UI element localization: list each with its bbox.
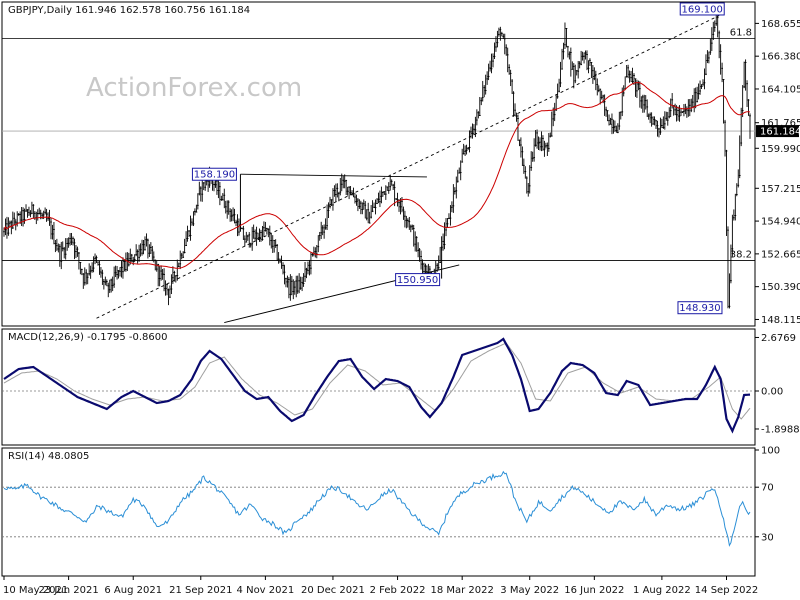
x-tick-label: 6 Aug 2021 <box>104 585 162 596</box>
price-annotations: 169.100 158.190 150.950 148.930 <box>191 2 725 315</box>
rsi-y-tick-label: 100 <box>761 446 780 457</box>
resistance-line <box>240 173 427 178</box>
x-tick-label: 1 Aug 2022 <box>633 585 691 596</box>
x-tick-label: 4 Nov 2021 <box>237 585 295 596</box>
price-y-tick-label: 157.215 <box>761 184 800 195</box>
price-y-tick-label: 159.990 <box>761 144 800 155</box>
price-y-tick-label: 168.655 <box>761 19 800 30</box>
price-annotation-box <box>677 301 723 315</box>
x-tick-label: 10 May 2021 <box>3 585 68 596</box>
price-annotation-box <box>191 167 237 181</box>
watermark: ActionForex.com <box>86 73 302 103</box>
fib-level-label: 38.2 <box>730 250 752 261</box>
rsi-panel-frame <box>1 447 756 577</box>
macd-y-tick-label: 2.6769 <box>761 333 796 344</box>
x-tick-label: 14 Sep 2022 <box>695 585 758 596</box>
price-annotation-box <box>395 273 441 287</box>
price-y-tick-label: 166.380 <box>761 52 800 63</box>
price-y-tick-label: 148.115 <box>761 315 800 326</box>
rsi-line <box>3 470 751 547</box>
moving-average-line <box>3 82 751 269</box>
fib-level-label: 61.8 <box>730 28 752 39</box>
x-tick-label: 3 May 2022 <box>500 585 559 596</box>
rsi-y-tick-label: 30 <box>761 532 774 543</box>
last-price-tag <box>756 125 799 138</box>
price-annotation-label: 169.100 <box>682 4 723 15</box>
macd-title: MACD(12,26,9) -0.1795 -0.8600 <box>8 332 168 343</box>
x-tick-label: 16 Jun 2022 <box>564 585 624 596</box>
price-y-tick-label: 164.105 <box>761 84 800 95</box>
x-tick-label: 2 Feb 2022 <box>370 585 426 596</box>
price-annotation-label: 158.190 <box>194 170 235 181</box>
price-y-axis: 168.655 166.380 164.105 161.765 159.990 157.2… <box>755 19 800 326</box>
price-y-tick-label: 152.665 <box>761 249 800 260</box>
price-y-tick-label: 150.390 <box>761 282 800 293</box>
price-chart-title: GBPJPY,Daily 161.946 162.578 160.756 161… <box>8 5 250 16</box>
price-annotation-label: 148.930 <box>679 303 720 314</box>
macd-panel-frame <box>1 328 756 446</box>
x-tick-label: 21 Sep 2021 <box>169 585 232 596</box>
x-tick-label: 20 Dec 2021 <box>301 585 365 596</box>
price-annotation-box <box>679 2 725 16</box>
channel-line-dashed <box>96 15 720 319</box>
macd-line <box>3 337 751 434</box>
last-price-label: 161.184 <box>760 127 800 138</box>
price-panel-frame <box>1 1 756 327</box>
macd-layer: 2.6769 0.00 -1.8988 <box>2 333 800 435</box>
price-annotation-label: 150.950 <box>397 275 438 286</box>
price-y-tick-label: 161.765 <box>761 118 800 129</box>
rsi-layer: 100 70 30 <box>2 446 780 547</box>
rsi-title: RSI(14) 48.0805 <box>8 451 89 462</box>
macd-y-tick-label: 0.00 <box>761 387 783 398</box>
ohlc-readout: 161.946 162.578 160.756 161.184 <box>75 5 250 16</box>
x-tick-label: 18 Mar 2022 <box>430 585 493 596</box>
x-tick-label: 23 Jun 2021 <box>39 585 99 596</box>
macd-signal-line <box>3 342 751 420</box>
price-y-tick-label: 154.940 <box>761 217 800 228</box>
price-candles <box>3 12 751 309</box>
macd-y-tick-label: -1.8988 <box>761 424 800 435</box>
rsi-y-tick-label: 70 <box>761 483 774 494</box>
